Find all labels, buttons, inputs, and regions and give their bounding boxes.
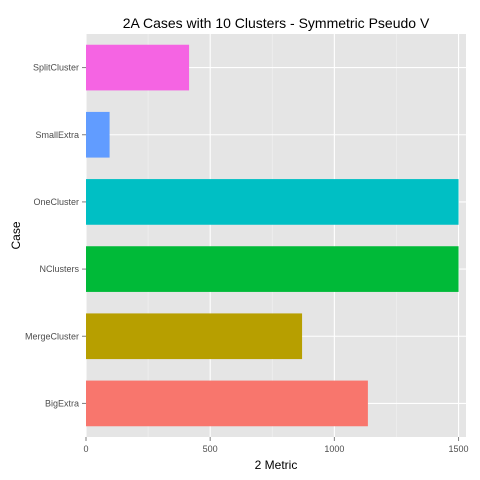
x-tick-label: 500 (203, 444, 218, 454)
y-axis-title: Case (9, 221, 23, 249)
y-tick-label: BigExtra (45, 398, 79, 408)
chart-title: 2A Cases with 10 Clusters - Symmetric Ps… (123, 15, 430, 31)
y-tick-label: MergeCluster (25, 331, 79, 341)
x-axis-ticks: 0 500 1000 1500 (83, 437, 469, 454)
y-tick-label: OneCluster (33, 197, 79, 207)
bar-mergecluster (86, 313, 303, 360)
plot-panel (86, 34, 466, 437)
bar-onecluster (86, 179, 459, 225)
bar-splitcluster (86, 44, 190, 91)
y-axis-ticks: BigExtra MergeCluster NClusters OneCluster S… (25, 63, 86, 408)
x-tick-label: 1000 (324, 444, 344, 454)
x-tick-label: 0 (83, 444, 88, 454)
minor-gridlines (147, 34, 397, 437)
bar-nclusters (86, 246, 459, 292)
bar-bigextra (86, 380, 368, 427)
bars (86, 44, 459, 427)
x-axis-title: 2 Metric (255, 458, 298, 472)
y-tick-label: SmallExtra (35, 130, 79, 140)
y-tick-label: NClusters (39, 264, 79, 274)
x-tick-label: 1500 (449, 444, 469, 454)
bar-smallextra (86, 111, 110, 158)
y-tick-label: SplitCluster (33, 63, 79, 73)
